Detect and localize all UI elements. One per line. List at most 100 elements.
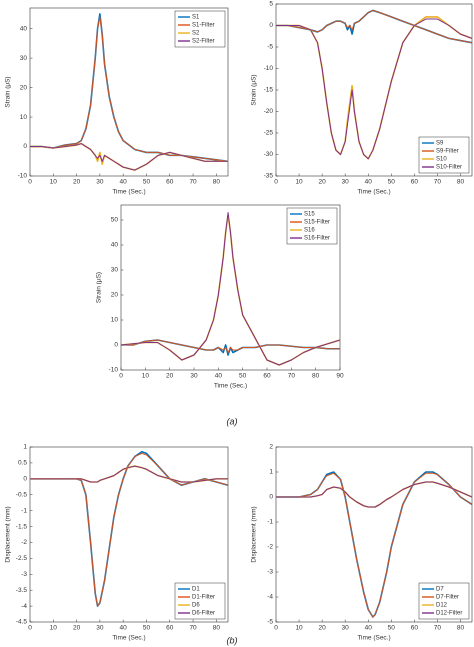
series-line	[30, 143, 228, 171]
y-tick-label: -3.5	[16, 587, 28, 594]
y-tick-label: -1.5	[16, 523, 28, 530]
series-line	[30, 465, 228, 483]
y-axis-label: Displacement (mm)	[5, 506, 12, 562]
y-tick-label: -4	[21, 603, 27, 610]
legend-label: D1	[192, 587, 200, 593]
x-tick-label: 80	[457, 625, 465, 632]
x-tick-label: 70	[189, 179, 197, 186]
y-tick-label: 40	[20, 25, 28, 32]
y-tick-label: 30	[111, 267, 119, 274]
legend-label: S1-Filter	[192, 23, 215, 29]
x-tick-label: 10	[142, 373, 150, 380]
x-tick-label: 60	[411, 179, 419, 186]
y-axis-label: Strain (μS)	[96, 272, 103, 303]
x-tick-label: 50	[143, 625, 151, 632]
x-tick-label: 10	[295, 179, 303, 186]
x-tick-label: 20	[319, 625, 327, 632]
legend-label: D7	[436, 587, 444, 593]
legend-label: D12	[436, 603, 448, 609]
legend: S1 S1-Filter S2 S2-Filter	[174, 10, 226, 48]
x-tick-label: 20	[166, 373, 174, 380]
x-tick-label: 50	[143, 179, 151, 186]
x-tick-label: 20	[73, 179, 81, 186]
series-group	[276, 471, 472, 618]
y-tick-label: -25	[264, 130, 274, 137]
y-tick-label: 10	[111, 317, 119, 324]
x-tick-label: 40	[120, 625, 128, 632]
y-tick-label: -20	[264, 108, 274, 115]
series-line	[121, 212, 340, 366]
y-tick-label: 1	[269, 469, 273, 476]
y-tick-label: -1	[21, 507, 27, 514]
y-tick-label: -4.5	[16, 619, 28, 626]
y-tick-label: -2	[21, 539, 27, 546]
panel-caption: (b)	[227, 635, 238, 645]
y-axis-label: Strain (μS)	[5, 76, 12, 107]
legend-label: S15	[304, 212, 315, 218]
chart: 0 10 20 30 40 50 60 70 80 -35 -30 -25 -20 -15 -10 -5 0 5 T…	[251, 1, 473, 196]
x-tick-label: 0	[274, 179, 278, 186]
x-tick-label: 0	[28, 179, 32, 186]
y-tick-label: 10	[20, 114, 28, 121]
series-group	[121, 212, 340, 366]
x-tick-label: 60	[263, 373, 271, 380]
x-tick-label: 70	[288, 373, 296, 380]
y-tick-label: -10	[18, 173, 28, 180]
y-tick-label: -1	[267, 519, 273, 526]
x-tick-label: 10	[50, 179, 58, 186]
legend-label: S9	[436, 141, 444, 147]
x-tick-label: 10	[50, 625, 58, 632]
chart: 0 10 20 30 40 50 60 70 80-4.5-4-3.5-3-2.5-2-1.5-…	[5, 444, 229, 642]
legend-label: D1-Filter	[192, 595, 215, 601]
x-tick-label: 80	[213, 179, 221, 186]
legend-label: D12-Filter	[436, 611, 462, 617]
legend-label: S2-Filter	[192, 39, 215, 45]
legend-label: S10-Filter	[436, 165, 462, 171]
legend-label: S9-Filter	[436, 149, 459, 155]
legend-label: S10	[436, 157, 447, 163]
y-tick-label: -35	[264, 173, 274, 180]
x-tick-label: 30	[96, 179, 104, 186]
panel-caption: (a)	[227, 416, 238, 426]
legend-label: D6-Filter	[192, 611, 215, 617]
y-tick-label: -3	[267, 569, 273, 576]
y-tick-label: 20	[20, 84, 28, 91]
legend: D7 D7-Filter D12 D12-Filter	[418, 582, 470, 620]
x-tick-label: 60	[411, 625, 419, 632]
series-line	[276, 481, 472, 508]
x-axis-label: Time (Sec.)	[357, 635, 390, 642]
series-group	[30, 450, 228, 607]
x-tick-label: 20	[73, 625, 81, 632]
legend-label: S15-Filter	[304, 220, 330, 226]
chart: 0 10 20 30 40 50 60 70 80 -5 -4 -3 -2 -1 0 1 2 Time (Sec.…	[251, 444, 473, 642]
x-axis-label: Time (Sec.)	[357, 189, 390, 196]
y-tick-label: -0.5	[16, 491, 28, 498]
x-tick-label: 30	[190, 373, 198, 380]
y-tick-label: -30	[264, 151, 274, 158]
series-line	[276, 9, 472, 44]
x-tick-label: 50	[388, 625, 396, 632]
y-tick-label: 0	[269, 494, 273, 501]
x-tick-label: 60	[166, 179, 174, 186]
legend: D1 D1-Filter D6 D6-Filter	[174, 582, 226, 620]
legend-label: S2	[192, 31, 200, 37]
x-tick-label: 80	[213, 625, 221, 632]
legend-label: D6	[192, 603, 200, 609]
legend: S9 S9-Filter S10 S10-Filter	[418, 136, 470, 174]
y-tick-label: -2	[267, 544, 273, 551]
y-tick-label: 40	[111, 242, 119, 249]
y-tick-label: -3	[21, 571, 27, 578]
x-axis-label: Time (Sec.)	[214, 383, 247, 390]
y-tick-label: 1	[23, 444, 27, 451]
x-tick-label: 80	[457, 179, 465, 186]
series-group	[276, 9, 472, 160]
y-tick-label: -15	[264, 87, 274, 94]
x-tick-label: 10	[295, 625, 303, 632]
x-axis-label: Time (Sec.)	[112, 189, 145, 196]
y-axis-label: Strain (μS)	[251, 74, 258, 105]
legend-label: S16	[304, 228, 315, 234]
y-tick-label: 0	[23, 476, 27, 483]
